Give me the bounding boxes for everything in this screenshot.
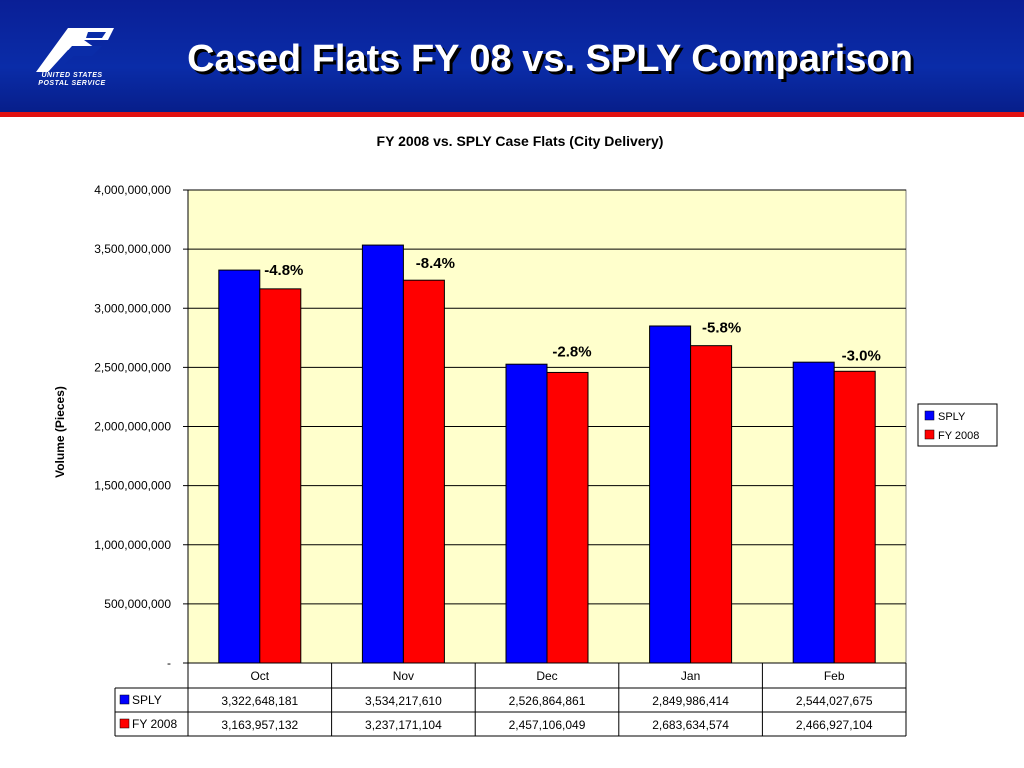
table-value: 2,544,027,675	[796, 694, 873, 708]
y-tick-label: -	[167, 656, 171, 670]
legend-label: SPLY	[938, 411, 966, 423]
x-category-label: Feb	[824, 669, 845, 683]
x-category-label: Nov	[393, 669, 414, 683]
table-value: 3,237,171,104	[365, 718, 442, 732]
logo-line-2: POSTAL SERVICE	[38, 80, 106, 87]
table-series-swatch	[119, 718, 130, 729]
table-value: 2,457,106,049	[509, 718, 586, 732]
table-value: 2,526,864,861	[509, 694, 586, 708]
bar-fy-2008	[402, 279, 445, 664]
plot-area: - 500,000,000 1,000,000,000 1,500,000,000 2,…	[94, 183, 907, 670]
y-tick-label: 4,000,000,000	[94, 183, 171, 197]
header-banner	[0, 0, 1024, 112]
percent-change-label: -5.8%	[702, 320, 741, 337]
logo-text: UNITED STATES POSTAL SERVICE	[22, 72, 122, 88]
bar-sply	[361, 244, 404, 664]
data-table: Oct Nov Dec Jan Feb SPLY 3,322,648,181 3,534,21…	[114, 662, 907, 737]
y-tick-label: 3,000,000,000	[94, 301, 171, 315]
percent-change-label: -8.4%	[416, 255, 455, 272]
y-tick-label: 500,000,000	[104, 597, 171, 611]
bar-sply	[792, 361, 835, 664]
x-category-label: Dec	[536, 669, 557, 683]
y-tick-label: 1,000,000,000	[94, 538, 171, 552]
legend: SPLY FY 2008	[917, 403, 998, 447]
percent-change-label: -4.8%	[264, 262, 303, 279]
percent-change-label: -3.0%	[842, 347, 881, 364]
table-value: 2,683,634,574	[652, 718, 729, 732]
bar-sply	[649, 325, 692, 664]
y-axis-label: Volume (Pieces)	[53, 386, 67, 478]
x-category-label: Jan	[681, 669, 700, 683]
table-value: 3,322,648,181	[221, 694, 298, 708]
y-tick-label: 2,000,000,000	[94, 420, 171, 434]
percent-change-label: -2.8%	[552, 343, 591, 360]
legend-swatch	[924, 410, 935, 421]
table-series-name: FY 2008	[132, 717, 177, 731]
legend-label: FY 2008	[938, 430, 979, 442]
y-tick-label: 2,500,000,000	[94, 360, 171, 374]
bar-fy-2008	[546, 371, 589, 664]
y-tick-label: 1,500,000,000	[94, 479, 171, 493]
bar-sply	[505, 363, 548, 664]
x-category-label: Oct	[250, 669, 269, 683]
table-series-name: SPLY	[132, 693, 162, 707]
slide-title: Cased Flats FY 08 vs. SPLY Comparison	[187, 38, 913, 80]
bar-sply	[218, 269, 261, 664]
bar-fy-2008	[833, 370, 876, 664]
table-value: 2,466,927,104	[796, 718, 873, 732]
table-value: 3,534,217,610	[365, 694, 442, 708]
bar-fy-2008	[259, 288, 302, 664]
table-series-swatch	[119, 694, 130, 705]
y-tick-label: 3,500,000,000	[94, 242, 171, 256]
bar-chart: FY 2008 vs. SPLY Case Flats (City Delive…	[53, 133, 998, 737]
chart-title: FY 2008 vs. SPLY Case Flats (City Delive…	[377, 133, 664, 149]
eagle-logo-icon	[36, 28, 114, 72]
table-value: 2,849,986,414	[652, 694, 729, 708]
header-accent-line	[0, 112, 1024, 117]
logo-line-1: UNITED STATES	[41, 72, 103, 79]
table-value: 3,163,957,132	[221, 718, 298, 732]
bar-fy-2008	[690, 345, 733, 664]
legend-swatch	[924, 429, 935, 440]
